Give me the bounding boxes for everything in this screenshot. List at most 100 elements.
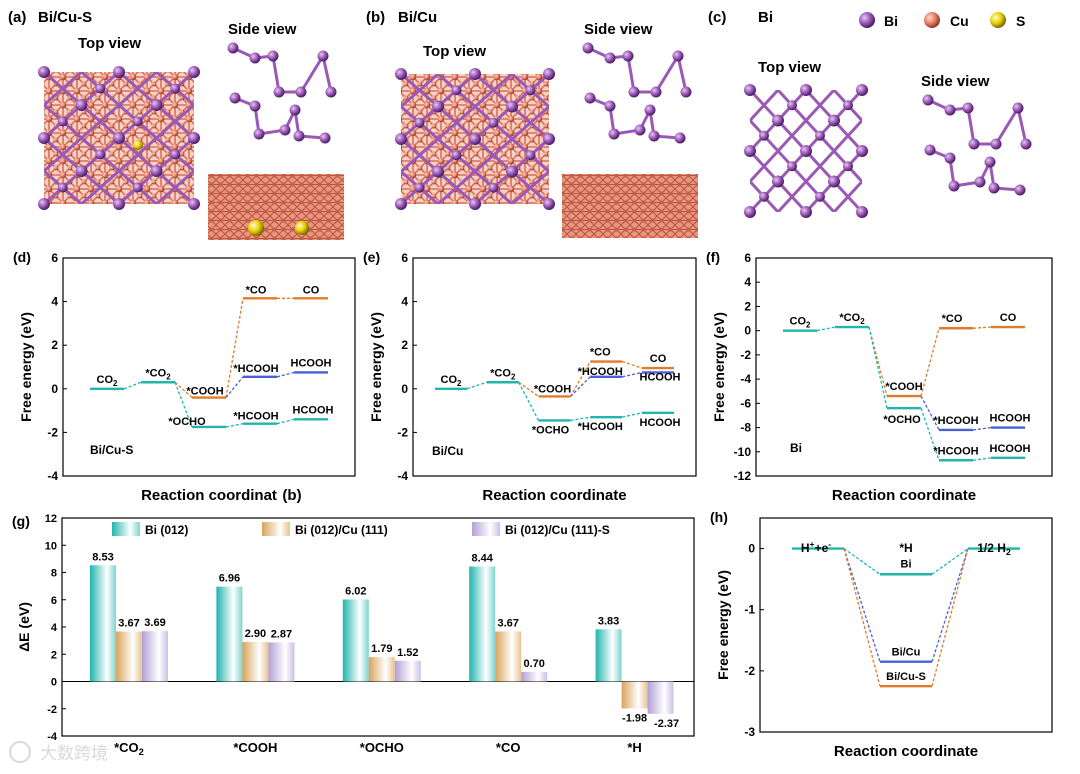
panel-letter: (e) <box>363 249 380 265</box>
panel-a-letter: (a) <box>8 9 26 26</box>
bar-value-label: -2.37 <box>654 718 679 730</box>
x-axis-label: Reaction coordinate <box>832 487 976 504</box>
state-label-*OCHO: *OCHO <box>532 424 570 436</box>
watermark: 大数跨境 <box>9 741 108 763</box>
bar-gold-4 <box>621 681 648 709</box>
panel-c-letter: (c) <box>708 9 726 26</box>
y-tick-label: -2 <box>744 664 755 678</box>
panel-letter: (h) <box>710 509 728 525</box>
panel-a: (a) Bi/Cu-S Top view Side view <box>8 9 344 240</box>
link-*CO2-*OCHO <box>868 326 888 409</box>
state-label-*HCOOH: *HCOOH <box>578 366 623 378</box>
y-tick-label: 10 <box>45 540 57 552</box>
chart-title: Bi/Cu <box>432 444 463 458</box>
panel-a-top-view-label: Top view <box>78 35 141 52</box>
bar-value-label: 1.52 <box>397 647 418 659</box>
link-start-Bi <box>843 548 881 575</box>
link-CO2-*CO2 <box>123 381 142 390</box>
y-tick-label: -4 <box>47 731 58 743</box>
y-axis-label: Free energy (eV) <box>711 312 727 422</box>
y-tick-label: 6 <box>744 251 751 265</box>
y-tick-label: -12 <box>734 469 752 483</box>
x-axis-label: Reaction coordinat <box>141 487 277 504</box>
state-label-*OCHO: *OCHO <box>883 414 921 426</box>
state-label-*HCOOH-b: *HCOOH <box>933 445 978 457</box>
state-label-*OCHO: *OCHO <box>168 416 206 428</box>
y-tick-label: 2 <box>744 299 751 313</box>
y-tick-label: -4 <box>397 469 408 483</box>
chart-title: Bi <box>790 441 802 455</box>
y-tick-label: -10 <box>734 445 752 459</box>
state-label-*CO2: *CO2 <box>839 312 865 326</box>
y-tick-label: 4 <box>401 295 408 309</box>
panel-c-top-view-structure <box>744 84 868 218</box>
y-tick-label: -2 <box>740 348 751 362</box>
y-tick-label: 0 <box>51 382 58 396</box>
state-label-half-h2: 1/2 H2 <box>977 541 1011 557</box>
bar-teal-3 <box>469 566 496 682</box>
bar-purple-2 <box>394 660 421 682</box>
y-tick-label: 6 <box>51 251 58 265</box>
panel-c-top-view-label: Top view <box>758 59 821 76</box>
state-label-*HCOOH: *HCOOH <box>233 363 278 375</box>
panel-b-top-view-label: Top view <box>423 43 486 60</box>
chart-h: -3 -2 -1 0 Free energy (eV) Reaction coordina… <box>710 509 1053 760</box>
x-axis-label: Reaction coordinate <box>482 487 626 504</box>
state-label-*COOH: *COOH <box>534 383 571 395</box>
bar-value-label: 2.87 <box>271 628 292 640</box>
state-label-bi-cu-s: Bi/Cu-S <box>886 671 926 683</box>
link-CO2-*CO2 <box>466 381 487 390</box>
state-label-*COOH: *COOH <box>186 386 223 398</box>
panel-c-title: Bi <box>758 9 773 26</box>
bar-purple-4 <box>647 681 674 714</box>
link-*CO2-*OCHO <box>174 382 193 428</box>
state-label-CO: CO <box>650 353 667 365</box>
x-category-label: *OCHO <box>360 740 404 755</box>
bar-value-label: 3.67 <box>497 617 518 629</box>
atom-legend: Bi Cu S <box>859 12 1025 29</box>
bar-gold-2 <box>368 657 395 682</box>
y-tick-label: -1 <box>744 603 755 617</box>
link-*HCOOH-HCOOH <box>972 426 992 431</box>
state-label-*CO: *CO <box>246 284 267 296</box>
watermark-logo-icon <box>9 741 31 763</box>
bar-purple-0 <box>142 631 168 682</box>
plot-frame <box>412 257 697 477</box>
state-label-*CO: *CO <box>942 313 963 325</box>
y-tick-label: 6 <box>401 251 408 265</box>
legend-label: Bi (012)/Cu (111) <box>295 523 388 537</box>
legend-bi-label: Bi <box>884 13 898 29</box>
link-*HCOOH-b-HCOOH-b <box>972 457 992 461</box>
bar-value-label: -1.98 <box>622 712 647 724</box>
panel-b-top-view-structure <box>395 68 555 210</box>
state-label-*HCOOH: *HCOOH <box>933 415 978 427</box>
link-*COOH-*HCOOH <box>570 376 591 397</box>
panel-b-letter: (b) <box>366 9 385 26</box>
bi-atom-icon <box>859 12 875 28</box>
state-label-HCOOH-b: HCOOH <box>293 404 334 416</box>
chart-title: Bi/Cu-S <box>90 443 133 457</box>
y-tick-label: 12 <box>45 513 57 525</box>
legend-swatch-gold <box>262 522 290 536</box>
link-CO2-*CO2 <box>816 326 836 332</box>
y-axis-label: ΔE (eV) <box>16 602 32 652</box>
state-label-*COOH: *COOH <box>885 381 922 393</box>
link-*CO2-*COOH <box>174 381 193 399</box>
y-tick-label: 4 <box>744 275 751 289</box>
link-Bi/Cu-end <box>931 548 969 662</box>
state-label-star-h: *H <box>899 541 912 555</box>
s-atom-icon <box>990 12 1006 28</box>
bar-value-label: 0.70 <box>523 658 544 670</box>
bar-value-label: 6.02 <box>345 585 366 597</box>
bar-value-label: 3.69 <box>144 617 165 629</box>
panel-a-side-view-bi-chain <box>227 42 337 144</box>
watermark-text: 大数跨境 <box>40 744 108 763</box>
y-tick-label: -6 <box>740 396 751 410</box>
bar-value-label: 8.53 <box>92 551 113 563</box>
bar-value-label: 6.96 <box>219 573 240 585</box>
link-*OCHO-*HCOOH-b <box>920 407 940 461</box>
state-label-CO2: CO2 <box>97 374 119 388</box>
y-tick-label: 2 <box>401 338 408 352</box>
x-category-label: *CO2 <box>114 740 144 757</box>
